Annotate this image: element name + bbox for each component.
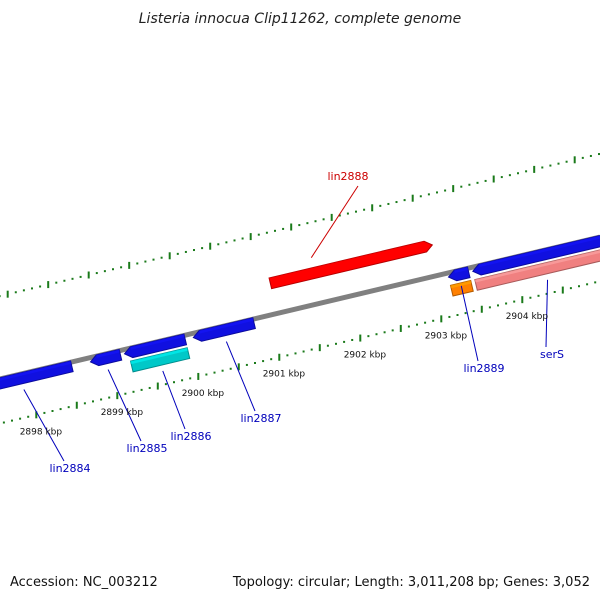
gene-label-lin2888[interactable]: lin2888 — [327, 170, 368, 183]
scale-label: 2900 kbp — [182, 389, 225, 399]
gene-highlight — [96, 349, 120, 358]
map-title: Listeria innocua Clip11262, complete gen… — [139, 11, 461, 27]
gene-highlight — [130, 334, 185, 350]
gene-highlight — [130, 347, 188, 365]
genome-summary-text: Topology: circular; Length: 3,011,208 bp… — [232, 575, 590, 590]
scale-label: 2901 kbp — [263, 370, 306, 380]
upper-tick-track — [0, 153, 600, 298]
scale-labels: 2898 kbp 2899 kbp 2900 kbp 2901 kbp 2902 kbp… — [20, 312, 549, 437]
gene-label-lin2889[interactable]: lin2889 — [463, 362, 504, 375]
gene-label-lin2886[interactable]: lin2886 — [170, 430, 211, 443]
gene-label-serS[interactable]: serS — [540, 348, 564, 361]
gene-label-lin2887[interactable]: lin2887 — [240, 412, 281, 425]
leader-line — [107, 369, 142, 442]
leader-line — [460, 285, 479, 362]
leader-line — [545, 279, 549, 348]
gene-label-lin2885[interactable]: lin2885 — [126, 442, 167, 455]
scale-label: 2898 kbp — [20, 427, 63, 437]
leader-line — [162, 370, 186, 430]
scale-label: 2904 kbp — [506, 312, 549, 322]
scale-label: 2903 kbp — [425, 331, 468, 341]
gene-highlight — [450, 280, 472, 289]
gene-lin2888[interactable] — [268, 240, 434, 290]
gene-features — [0, 234, 600, 394]
accession-text: Accession: NC_003212 — [10, 575, 158, 590]
lower-tick-track — [2, 281, 597, 424]
gene-highlight — [454, 266, 469, 273]
leader-line — [225, 341, 256, 412]
gene-highlight — [199, 317, 254, 334]
gene-highlight — [269, 241, 425, 281]
gene-lin2884[interactable] — [0, 360, 74, 394]
gene-highlight — [0, 360, 72, 381]
gene-highlight — [474, 249, 600, 283]
gene-label-lin2884[interactable]: lin2884 — [49, 462, 90, 475]
scale-label: 2902 kbp — [344, 351, 387, 361]
leader-line — [23, 389, 65, 462]
gene-highlight — [478, 235, 600, 268]
scale-label: 2899 kbp — [101, 408, 144, 418]
leader-line — [310, 185, 359, 258]
